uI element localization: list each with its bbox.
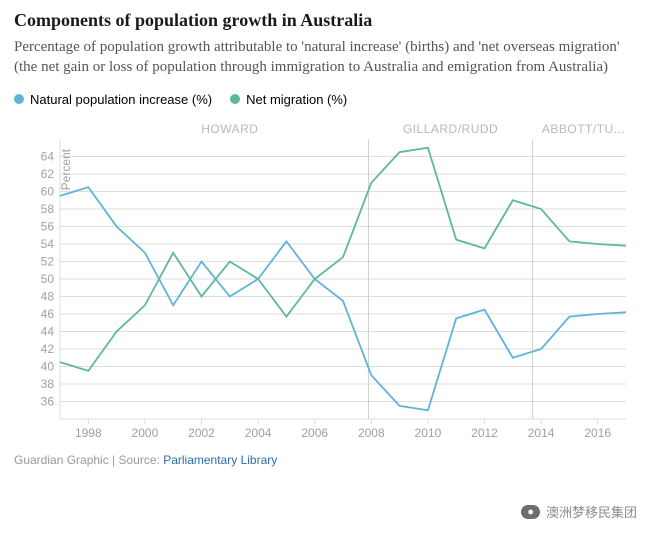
watermark-text: 澳洲梦移民集团 xyxy=(546,502,637,521)
footer-prefix: Guardian Graphic | Source: xyxy=(14,453,163,467)
legend-label: Net migration (%) xyxy=(246,92,347,107)
svg-text:48: 48 xyxy=(41,289,55,303)
svg-text:42: 42 xyxy=(41,342,55,356)
line-chart: 36 38 40 42 44 46 48 50 52 54 56 58 60 62 64 1998 2000 20… xyxy=(14,117,635,447)
svg-text:62: 62 xyxy=(41,167,55,181)
svg-text:64: 64 xyxy=(41,149,55,163)
svg-text:ABBOTT/TU...: ABBOTT/TU... xyxy=(542,122,625,136)
svg-text:50: 50 xyxy=(41,272,55,286)
svg-text:52: 52 xyxy=(41,254,55,268)
svg-text:2012: 2012 xyxy=(471,426,498,440)
svg-text:2002: 2002 xyxy=(188,426,215,440)
svg-text:36: 36 xyxy=(41,394,55,408)
svg-text:2010: 2010 xyxy=(415,426,442,440)
svg-text:44: 44 xyxy=(41,324,55,338)
svg-text:58: 58 xyxy=(41,202,55,216)
svg-text:2006: 2006 xyxy=(301,426,328,440)
svg-text:2016: 2016 xyxy=(584,426,611,440)
chart-title: Components of population growth in Austr… xyxy=(14,10,635,31)
svg-text:1998: 1998 xyxy=(75,426,102,440)
watermark: ● 澳洲梦移民集团 xyxy=(521,502,637,521)
watermark-badge-icon: ● xyxy=(521,505,540,519)
svg-text:Percent: Percent xyxy=(59,148,73,190)
svg-text:54: 54 xyxy=(41,237,55,251)
svg-text:2014: 2014 xyxy=(528,426,555,440)
svg-text:56: 56 xyxy=(41,219,55,233)
svg-text:HOWARD: HOWARD xyxy=(201,122,258,136)
chart-svg: 36 38 40 42 44 46 48 50 52 54 56 58 60 62 64 1998 2000 20… xyxy=(14,117,634,447)
svg-text:46: 46 xyxy=(41,307,55,321)
legend-item-natural: Natural population increase (%) xyxy=(14,92,212,107)
legend-item-migration: Net migration (%) xyxy=(230,92,347,107)
legend-dot-migration xyxy=(230,94,240,104)
footer-source-link[interactable]: Parliamentary Library xyxy=(163,453,277,467)
svg-text:GILLARD/RUDD: GILLARD/RUDD xyxy=(403,122,498,136)
legend-label: Natural population increase (%) xyxy=(30,92,212,107)
chart-footer: Guardian Graphic | Source: Parliamentary… xyxy=(14,453,635,467)
svg-text:2000: 2000 xyxy=(132,426,159,440)
legend: Natural population increase (%) Net migr… xyxy=(14,92,635,107)
svg-text:2004: 2004 xyxy=(245,426,272,440)
legend-dot-natural xyxy=(14,94,24,104)
chart-subtitle: Percentage of population growth attribut… xyxy=(14,37,635,78)
svg-text:40: 40 xyxy=(41,359,55,373)
svg-text:38: 38 xyxy=(41,377,55,391)
svg-text:2008: 2008 xyxy=(358,426,385,440)
svg-text:60: 60 xyxy=(41,184,55,198)
